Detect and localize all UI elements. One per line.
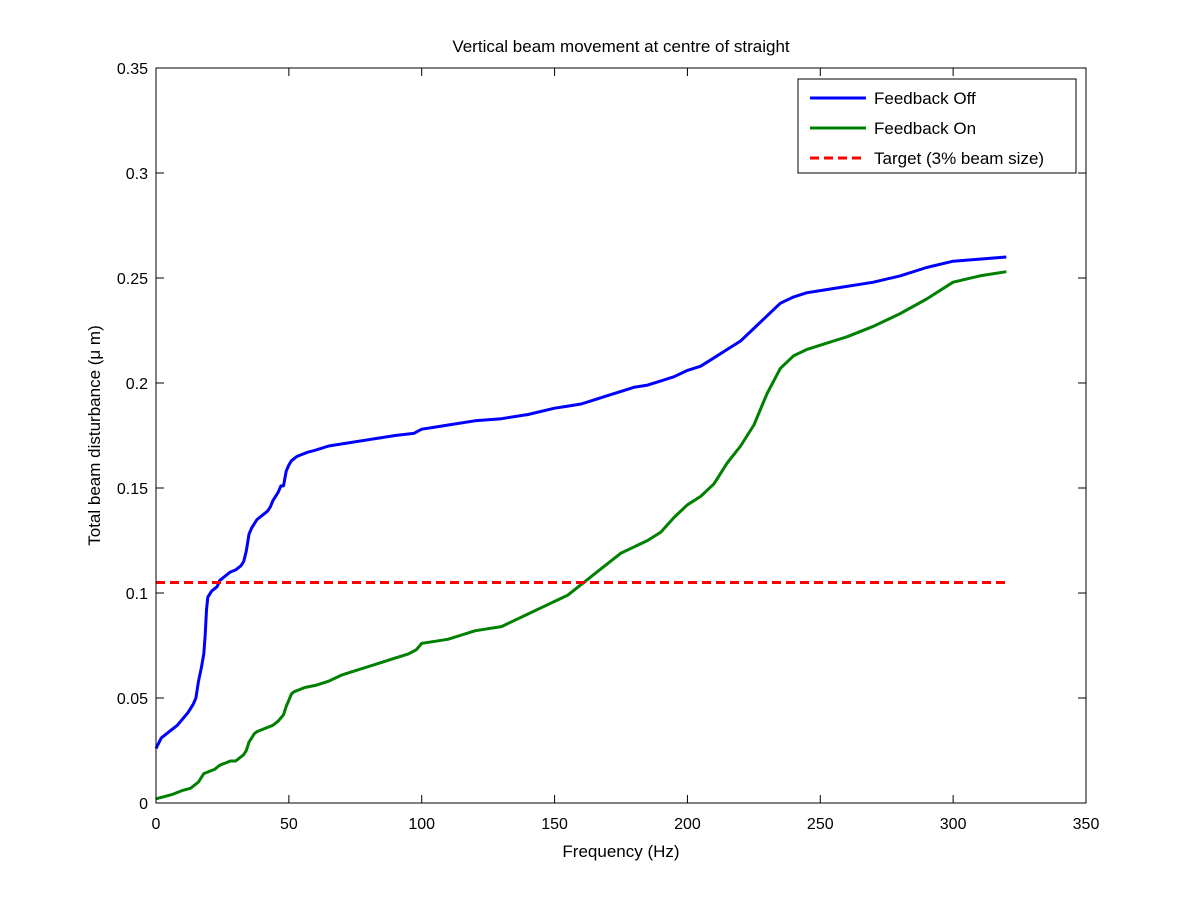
y-tick-label: 0.25 bbox=[117, 271, 148, 288]
y-tick-label: 0.2 bbox=[126, 376, 148, 393]
ticks-layer: 0 50 100 150 200 250 300 350 0 0.05 0.1 0.15 0.2 0.25… bbox=[117, 61, 1100, 833]
plot-area-frame bbox=[155, 67, 1087, 804]
chart-title: Vertical beam movement at centre of stra… bbox=[452, 37, 790, 56]
x-tick-label: 350 bbox=[1073, 816, 1100, 833]
y-tick-label: 0.35 bbox=[117, 61, 148, 78]
y-tick-label: 0.05 bbox=[117, 691, 148, 708]
x-tick-label: 100 bbox=[408, 816, 435, 833]
legend-label-feedback-off: Feedback Off bbox=[874, 89, 976, 108]
legend: Feedback Off Feedback On Target (3% beam… bbox=[797, 78, 1077, 174]
y-tick-label: 0 bbox=[139, 796, 148, 813]
legend-label-feedback-on: Feedback On bbox=[874, 119, 976, 138]
y-tick-label: 0.3 bbox=[126, 166, 148, 183]
series-line-feedback-on bbox=[155, 270, 1007, 801]
x-tick-label: 300 bbox=[940, 816, 967, 833]
x-tick-label: 0 bbox=[152, 816, 161, 833]
y-tick-label: 0.15 bbox=[117, 481, 148, 498]
legend-label-target: Target (3% beam size) bbox=[874, 149, 1044, 168]
x-tick-label: 50 bbox=[280, 816, 298, 833]
x-tick-label: 250 bbox=[807, 816, 834, 833]
series-line-feedback-off bbox=[154, 255, 1007, 750]
x-tick-label: 150 bbox=[541, 816, 568, 833]
y-tick-label: 0.1 bbox=[126, 586, 148, 603]
x-tick-label: 200 bbox=[674, 816, 701, 833]
series-layer bbox=[154, 255, 1007, 801]
x-axis-label: Frequency (Hz) bbox=[562, 842, 679, 861]
y-axis-label: Total beam disturbance (μ m) bbox=[85, 325, 104, 546]
